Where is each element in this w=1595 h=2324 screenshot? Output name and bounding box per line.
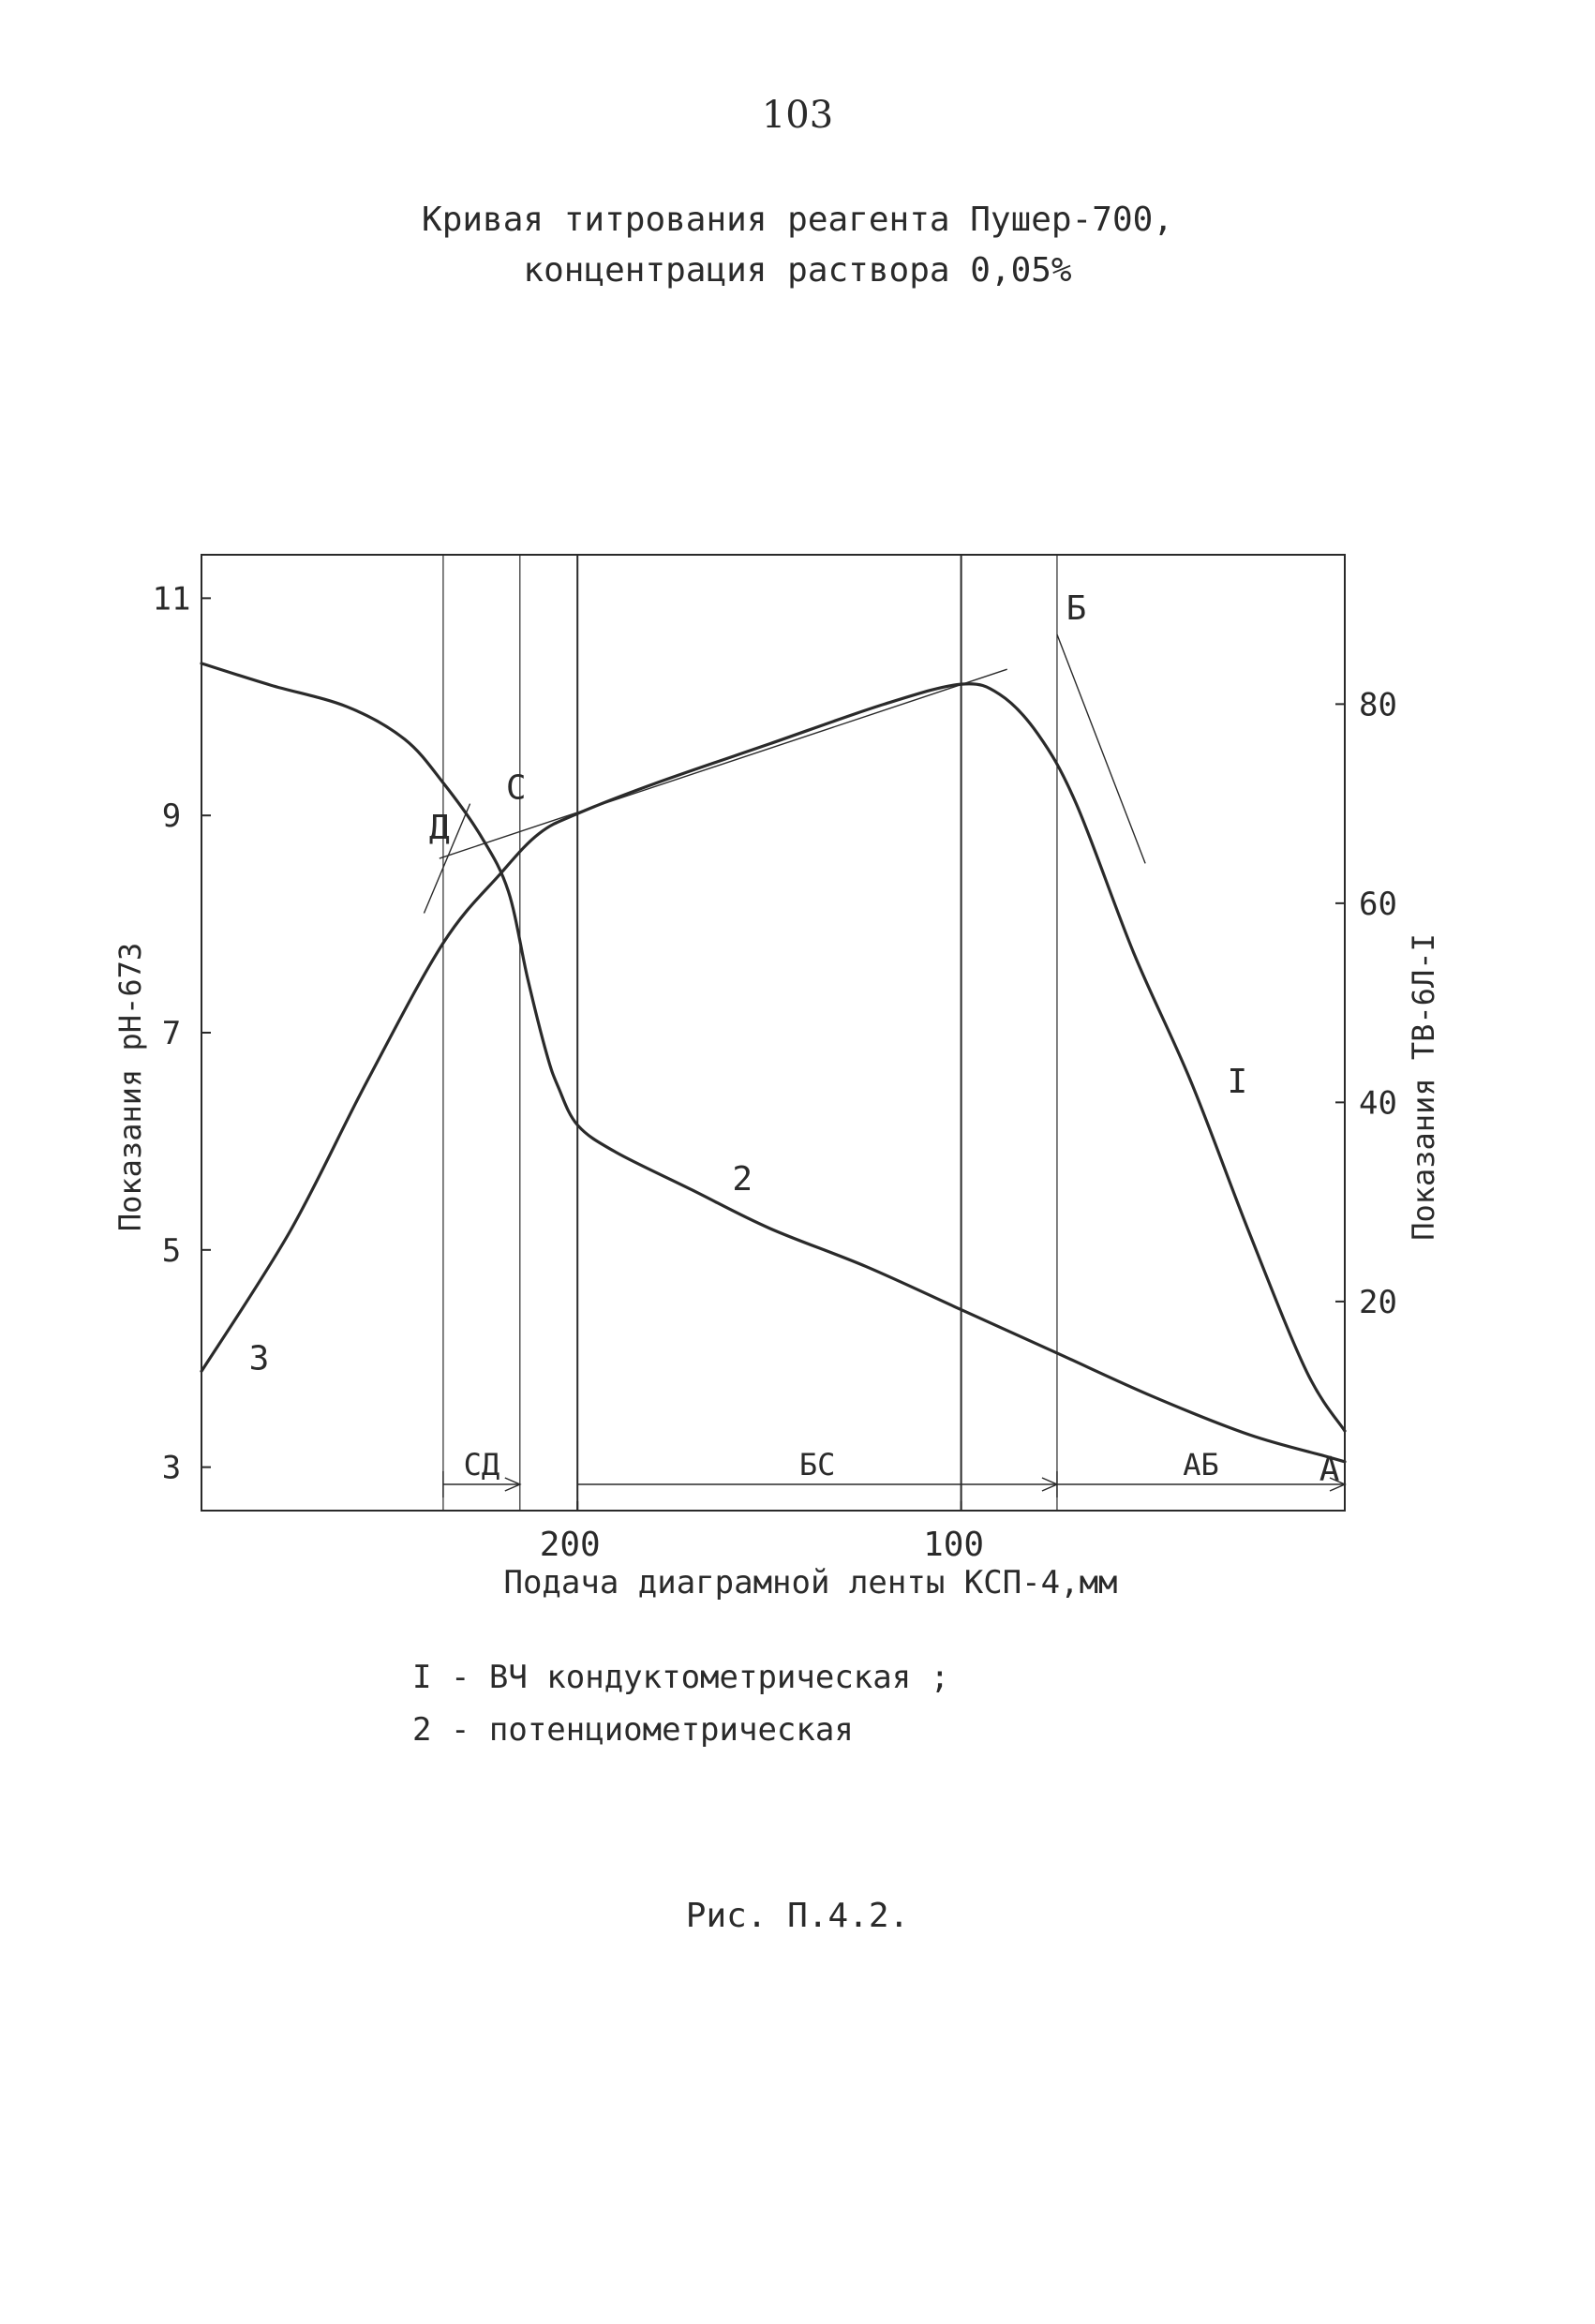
tangent-line-0 bbox=[439, 668, 1007, 859]
annotation-3: А bbox=[1319, 1451, 1340, 1489]
y-right-tick-label-2: 60 bbox=[1359, 886, 1397, 923]
y-left-axis-label: Показания рН-673 bbox=[112, 943, 148, 1231]
y-right-tick-label-1: 40 bbox=[1359, 1084, 1397, 1122]
segment-label-2: АБ bbox=[1183, 1447, 1219, 1482]
x-axis-label: Подача диаграмной ленты КСП-4,мм bbox=[503, 1564, 1117, 1601]
x-tick-label-0: 200 bbox=[540, 1526, 601, 1564]
plot-frame bbox=[201, 554, 1346, 1512]
y-left-tick-label-0: 3 bbox=[162, 1450, 181, 1487]
legend-item-1: I - ВЧ кондуктометрическая ; bbox=[412, 1659, 950, 1696]
y-right-axis-label: Показания ТВ-6Л-I bbox=[1406, 933, 1441, 1241]
annotation-6: 3 bbox=[249, 1339, 270, 1378]
segment-label-0: СД bbox=[464, 1447, 500, 1482]
annotation-4: I bbox=[1228, 1063, 1248, 1101]
segment-arrow-0 bbox=[504, 1477, 522, 1492]
x-tick-label-1: 100 bbox=[923, 1526, 984, 1564]
legend-item-2: 2 - потенциометрическая bbox=[412, 1711, 854, 1749]
y-left-tick-label-4: 11 bbox=[153, 580, 191, 618]
y-left-tick-label-1: 5 bbox=[162, 1232, 181, 1270]
annotation-0: Д bbox=[429, 809, 450, 847]
series-line-2 bbox=[200, 662, 1347, 1464]
segment-label-1: БС bbox=[799, 1447, 836, 1482]
chart-title-line-1: Кривая титрования реагента Пушер-700, bbox=[422, 201, 1173, 239]
series-line-1 bbox=[200, 682, 1347, 1433]
annotation-2: Б bbox=[1066, 589, 1087, 628]
tangent-line-2 bbox=[423, 803, 471, 914]
figure-caption: Рис. П.4.2. bbox=[685, 1897, 910, 1935]
annotation-5: 2 bbox=[732, 1160, 753, 1199]
annotation-1: С bbox=[506, 768, 527, 807]
y-right-tick-label-0: 20 bbox=[1359, 1284, 1397, 1321]
page-number: 103 bbox=[761, 94, 834, 137]
y-left-tick-label-2: 7 bbox=[162, 1015, 181, 1052]
segment-arrow-2 bbox=[1329, 1477, 1347, 1492]
tangent-line-1 bbox=[1056, 633, 1146, 864]
chart-title-line-2: концентрация раствора 0,05% bbox=[523, 251, 1072, 290]
y-left-tick-label-3: 9 bbox=[162, 797, 181, 835]
y-right-tick-label-3: 80 bbox=[1359, 686, 1397, 723]
